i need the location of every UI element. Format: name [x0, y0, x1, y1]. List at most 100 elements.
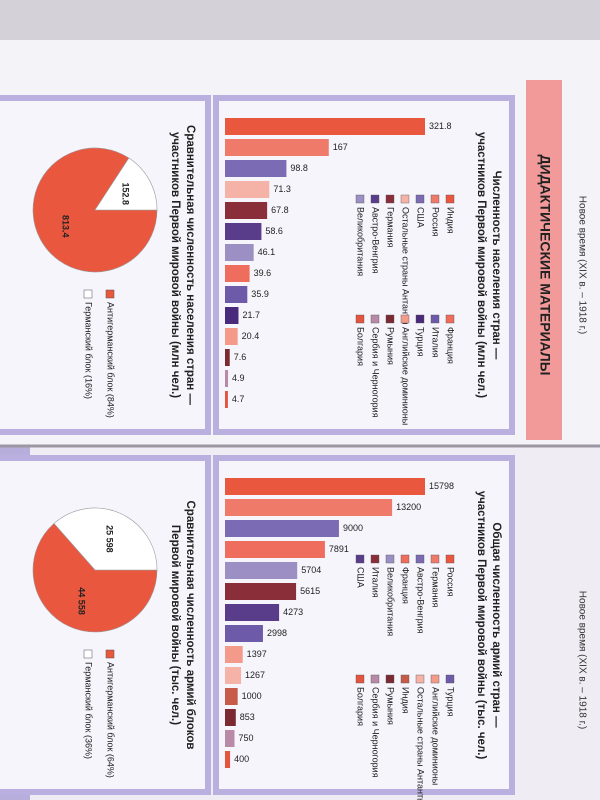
legend-swatch [355, 314, 365, 324]
value-label: 39.6 [254, 268, 272, 278]
bar [224, 709, 236, 726]
value-label: 400 [234, 754, 249, 764]
legend-label: США [416, 207, 426, 228]
legend-label: Германия [386, 207, 396, 247]
legend-swatch [385, 554, 395, 564]
value-label: 5615 [300, 586, 320, 596]
legend-label: Английские доминионы [401, 327, 411, 425]
legend-swatch [370, 554, 380, 564]
legend-swatch [430, 194, 440, 204]
value-label: 25 598 [105, 525, 115, 553]
legend-label: Индия [401, 687, 411, 714]
legend-label: Австро-Венгрия [416, 567, 426, 634]
value-label: 1267 [245, 670, 265, 680]
legend-swatch [445, 554, 455, 564]
pie-slice [53, 507, 158, 571]
legend-swatch [370, 194, 380, 204]
bar [225, 160, 287, 177]
bar [225, 667, 242, 684]
legend-swatch [415, 314, 425, 324]
value-label: 44 558 [77, 587, 87, 615]
bar [225, 499, 393, 516]
value-label: 7891 [329, 544, 349, 554]
value-label: 67.8 [271, 205, 289, 215]
value-label: 167 [333, 142, 348, 152]
legend-label: Великобритания [356, 207, 366, 276]
chart-title: участников Первой мировой войны (млн чел… [169, 132, 181, 398]
bar [224, 286, 248, 303]
chart-title: Общая численность армий стран — [490, 522, 502, 728]
legend-swatch [400, 674, 410, 684]
value-label: 46.1 [258, 247, 276, 257]
legend-label: Германский блок (16%) [84, 302, 94, 399]
legend-swatch [445, 674, 455, 684]
value-label: 1397 [247, 649, 267, 659]
pie-slice [94, 157, 158, 211]
legend-label: Болгария [356, 327, 366, 366]
bar [224, 307, 239, 324]
bar [225, 118, 425, 135]
legend-label: Россия [446, 567, 456, 597]
value-label: 4.7 [232, 394, 245, 404]
legend-swatch [430, 674, 440, 684]
legend-label: США [356, 567, 366, 588]
legend-label: Франция [401, 567, 411, 604]
legend-swatch [105, 289, 115, 299]
value-label: 853 [240, 712, 255, 722]
bar [225, 223, 262, 240]
bar [225, 370, 229, 387]
value-label: 2998 [267, 628, 287, 638]
bar [225, 478, 425, 495]
legend-swatch [105, 649, 115, 659]
bar [225, 604, 280, 621]
value-label: 20.4 [242, 331, 260, 341]
value-label: 813.4 [61, 215, 71, 238]
bar [225, 562, 298, 579]
section-title: ДИДАКТИЧЕСКИЕ МАТЕРИАЛЫ [537, 155, 553, 376]
legend-label: Болгария [356, 687, 366, 726]
legend-label: Румыния [386, 687, 396, 725]
legend-label: Великобритания [386, 567, 396, 636]
value-label: 98.8 [290, 163, 308, 173]
legend-label: Сербия и Черногория [371, 327, 381, 418]
value-label: 1000 [242, 691, 262, 701]
legend-swatch [415, 194, 425, 204]
chart-title: Сравнительная численность населения стра… [184, 125, 196, 405]
legend-label: Германский блок (36%) [84, 662, 94, 759]
chart-title: Численность населения стран — [490, 171, 502, 360]
bar [225, 751, 231, 768]
bar [224, 202, 268, 219]
value-label: 152.8 [121, 182, 131, 205]
bar [224, 688, 238, 705]
bar [224, 328, 238, 345]
legend-swatch [430, 314, 440, 324]
legend-swatch [370, 674, 380, 684]
bar [225, 265, 250, 282]
legend-label: Италия [431, 327, 441, 358]
value-label: 7.6 [234, 352, 247, 362]
legend-swatch [385, 674, 395, 684]
legend-swatch [445, 314, 455, 324]
legend-label: Индия [446, 207, 456, 234]
legend-swatch [400, 314, 410, 324]
bar [225, 646, 243, 663]
legend-label: Германия [431, 567, 441, 607]
chart-title: участников Первой мировой войны (тыс. че… [475, 491, 487, 760]
chart-title: Первой мировой войны (тыс. чел.) [169, 525, 181, 725]
bar [224, 625, 263, 642]
legend-swatch [83, 649, 93, 659]
value-label: 5704 [301, 565, 321, 575]
value-label: 15798 [429, 481, 454, 491]
chart-title: Сравнительная численность армий блоков [184, 500, 196, 749]
legend-swatch [385, 194, 395, 204]
bar [224, 181, 270, 198]
bar [224, 541, 325, 558]
legend-swatch [415, 554, 425, 564]
legend-label: Турция [446, 687, 456, 717]
value-label: 4273 [283, 607, 303, 617]
value-label: 13200 [396, 502, 421, 512]
legend-swatch [83, 289, 93, 299]
bottom-page-content: Новое время (XIX в. – 1918 г.) Общая чис… [0, 455, 587, 800]
bar [225, 520, 339, 537]
legend-label: Турция [416, 327, 426, 357]
